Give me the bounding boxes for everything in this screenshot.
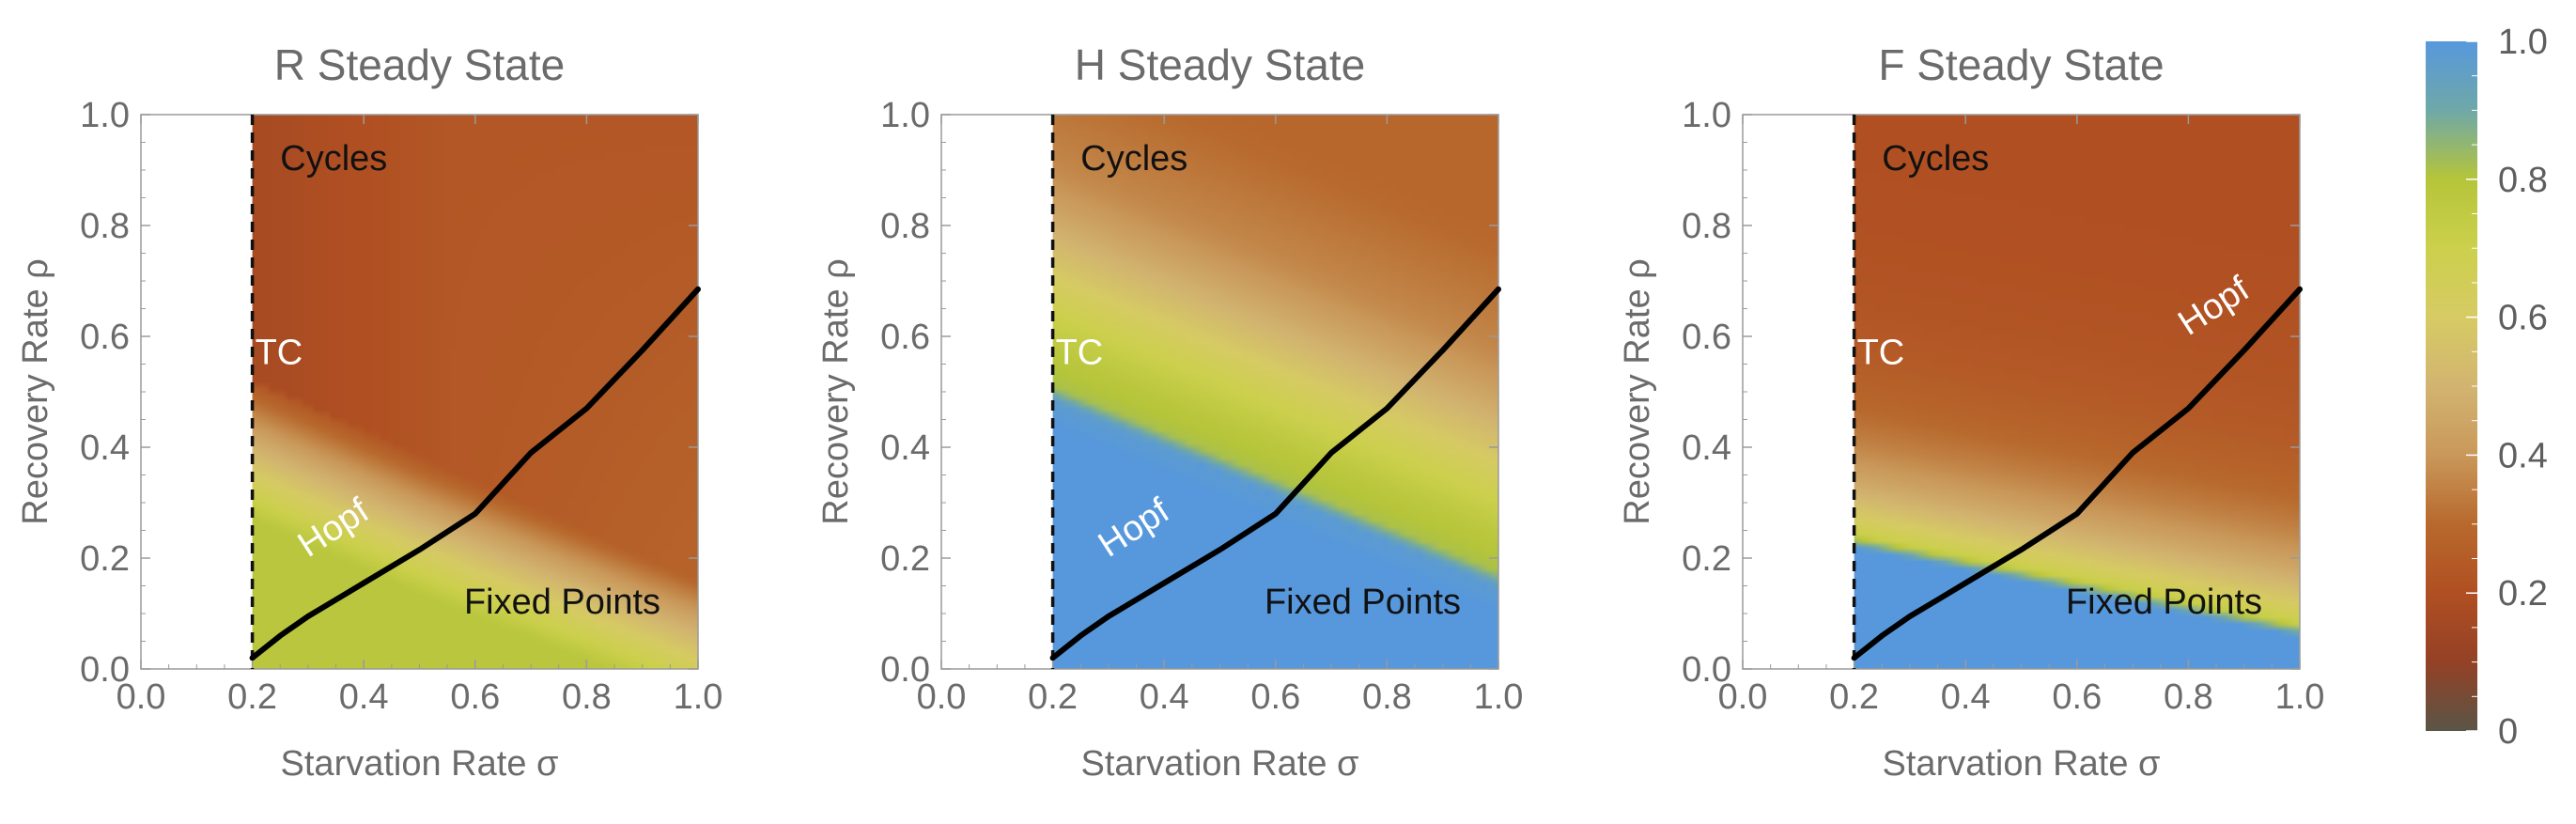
x-tick-label: 0.6 (2052, 677, 2102, 717)
x-tick-label: 0.2 (227, 677, 277, 717)
x-axis-label: Starvation Rate σ (1883, 744, 2161, 784)
panel-f: 0.0 0.2 0.4 0.6 0.8 1.0 0.0 0.2 0.4 0.6 0.8 1.0 F St… (1618, 40, 2324, 784)
y-tick-label: 1.0 (1682, 96, 1731, 135)
y-axis-label: Recovery Rate ρ (816, 258, 856, 525)
x-tick-label: 0.0 (1718, 677, 1768, 717)
colorbar: 0 0.2 0.4 0.6 0.8 1.0 (2426, 23, 2548, 752)
heatmap-h (1052, 115, 1498, 669)
panel-title: F Steady State (1878, 40, 2164, 89)
tc-label: TC (1857, 334, 1905, 373)
x-tick-label: 0.2 (1829, 677, 1879, 717)
y-tick-label: 0.0 (80, 650, 130, 690)
panel-title: H Steady State (1075, 40, 1365, 89)
x-tick-label: 0.8 (1362, 677, 1412, 717)
y-tick-label: 0.4 (1682, 428, 1731, 468)
x-tick-label: 0.4 (339, 677, 389, 717)
y-tick-label: 0.6 (1682, 318, 1731, 357)
y-tick-label: 0.8 (880, 207, 930, 246)
x-tick-label: 0.8 (2164, 677, 2213, 717)
ticks (140, 114, 699, 670)
tc-label: TC (256, 334, 303, 373)
x-tick-label: 0.8 (562, 677, 612, 717)
x-tick-label: 1.0 (674, 677, 723, 717)
x-tick-label: 0.4 (1941, 677, 1991, 717)
y-tick-label: 0.6 (80, 318, 130, 357)
x-tick-label: 0.6 (450, 677, 500, 717)
colorbar-tick-label: 0.4 (2498, 436, 2548, 475)
colorbar-tick-label: 0.2 (2498, 574, 2548, 614)
cycles-label: Cycles (1882, 139, 1989, 179)
y-tick-label: 0.4 (880, 428, 930, 468)
ticks (940, 114, 1499, 670)
panel-r: 0.0 0.2 0.4 0.6 0.8 1.0 0.0 0.2 0.4 0.6 0.8 1.0 R St… (16, 40, 722, 784)
colorbar-tick-label: 0 (2498, 712, 2518, 752)
y-tick-label: 0.4 (80, 428, 130, 468)
x-tick-label: 0.2 (1028, 677, 1078, 717)
y-tick-label: 1.0 (880, 96, 930, 135)
hopf-curve (249, 286, 701, 661)
y-tick-label: 0.0 (1682, 650, 1731, 690)
heatmap-f (1854, 115, 2300, 669)
panel-h: 0.0 0.2 0.4 0.6 0.8 1.0 0.0 0.2 0.4 0.6 0.8 1.0 H St… (816, 40, 1523, 784)
y-axis-label: Recovery Rate ρ (16, 258, 55, 525)
x-tick-label: 1.0 (2275, 677, 2325, 717)
x-tick-label: 0.0 (116, 677, 166, 717)
x-tick-label: 0.6 (1250, 677, 1300, 717)
y-tick-label: 0.8 (1682, 207, 1731, 246)
hopf-curve (1851, 286, 2303, 661)
y-tick-label: 1.0 (80, 96, 130, 135)
fixed-points-label: Fixed Points (1265, 583, 1461, 622)
cycles-label: Cycles (280, 139, 387, 179)
ticks (1742, 114, 2301, 670)
y-axis-label: Recovery Rate ρ (1618, 258, 1657, 525)
cycles-label: Cycles (1080, 139, 1187, 179)
panel-title: R Steady State (274, 40, 565, 89)
y-tick-label: 0.2 (1682, 539, 1731, 579)
colorbar-tick-label: 0.8 (2498, 161, 2548, 200)
y-tick-label: 0.2 (880, 539, 930, 579)
fixed-points-label: Fixed Points (464, 583, 660, 622)
x-tick-label: 0.4 (1140, 677, 1189, 717)
y-tick-label: 0.2 (80, 539, 130, 579)
tc-label: TC (1056, 334, 1104, 373)
heatmap-r (252, 115, 698, 669)
y-tick-label: 0.6 (880, 318, 930, 357)
y-tick-label: 0.0 (880, 650, 930, 690)
colorbar-gradient (2426, 41, 2477, 731)
colorbar-tick-label: 1.0 (2498, 23, 2548, 62)
x-tick-label: 1.0 (1474, 677, 1524, 717)
x-axis-label: Starvation Rate σ (1081, 744, 1359, 784)
fixed-points-label: Fixed Points (2066, 583, 2262, 622)
x-tick-label: 0.0 (917, 677, 967, 717)
colorbar-tick-label: 0.6 (2498, 299, 2548, 338)
hopf-curve (1049, 286, 1501, 661)
y-tick-label: 0.8 (80, 207, 130, 246)
x-axis-label: Starvation Rate σ (281, 744, 559, 784)
